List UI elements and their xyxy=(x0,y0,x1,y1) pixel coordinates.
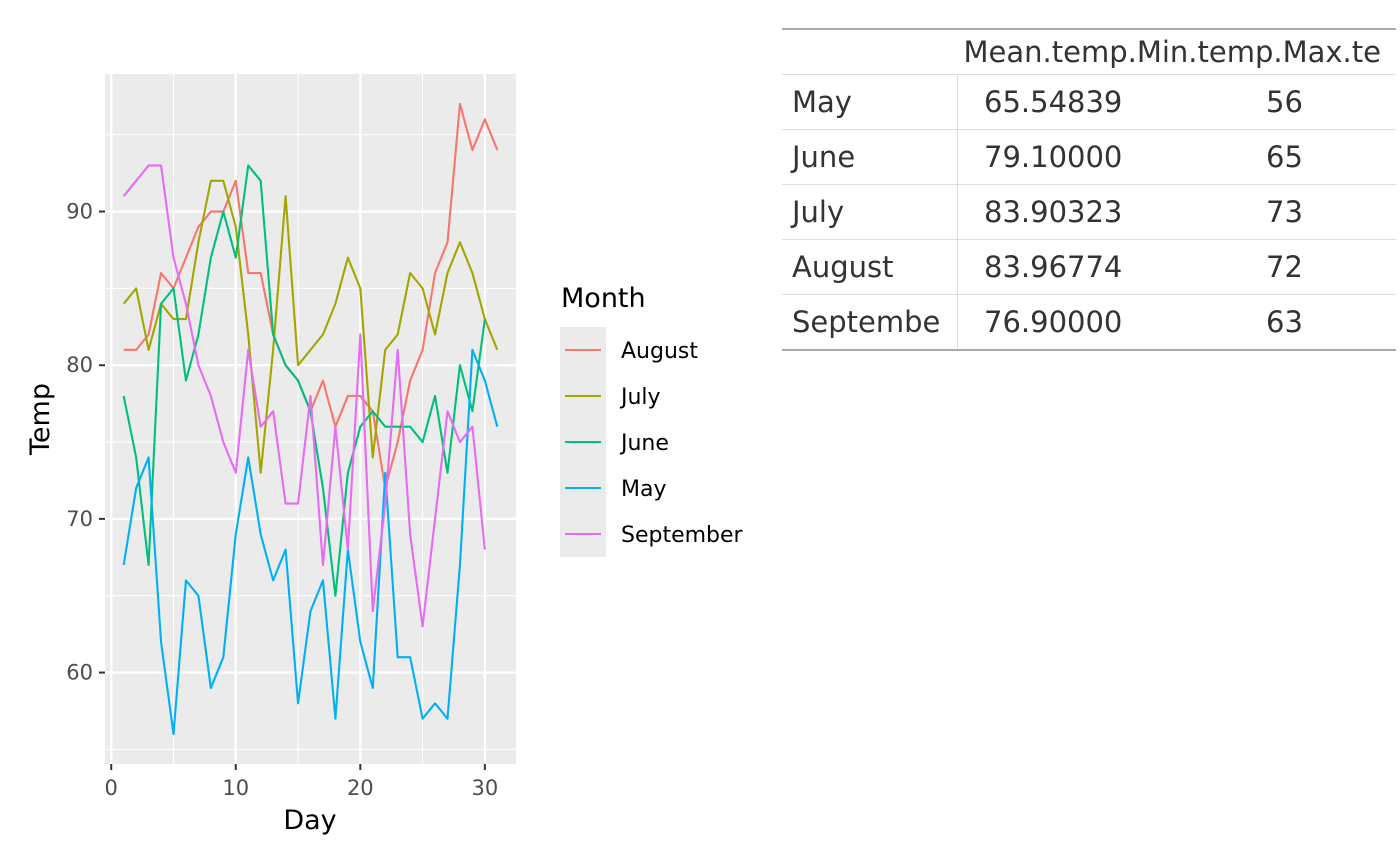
series-line-june xyxy=(122,164,486,597)
summary-table: Mean.temp.Min.temp.Max.te May 65.54839 56 J… xyxy=(782,28,1396,351)
table-cell: 63 xyxy=(1266,305,1303,339)
table-cell: 83.90323 xyxy=(984,195,1123,229)
x-axis: 0 10 20 30 xyxy=(105,764,498,800)
series-line-july xyxy=(122,179,499,474)
x-tick-label: 10 xyxy=(222,776,249,800)
y-axis-title: Temp xyxy=(25,383,56,456)
y-tick-label: 90 xyxy=(66,200,93,224)
legend-label: May xyxy=(621,477,666,502)
legend: August July June May September xyxy=(560,327,744,557)
line-chart: 0 10 20 30 60 70 80 90 Day Temp Month August Ju… xyxy=(25,74,744,836)
major-gridlines xyxy=(105,74,516,764)
y-tick-label: 60 xyxy=(66,661,93,685)
summary-table-container: Mean.temp.Min.temp.Max.te May 65.54839 56 J… xyxy=(782,28,1400,351)
table-cell: 76.90000 xyxy=(984,305,1123,339)
x-axis-title: Day xyxy=(283,805,336,836)
series-line-september xyxy=(122,164,486,628)
table-cell: 65 xyxy=(1266,140,1303,174)
y-tick-label: 70 xyxy=(66,507,93,531)
y-axis: 60 70 80 90 xyxy=(66,200,105,685)
table-cell: 83.96774 xyxy=(984,250,1123,284)
legend-label: July xyxy=(619,385,661,410)
series-line-may xyxy=(122,348,499,736)
x-tick-label: 30 xyxy=(471,776,498,800)
x-tick-label: 0 xyxy=(105,776,118,800)
table-row-name: Septembe xyxy=(782,294,958,350)
legend-label: September xyxy=(621,523,744,548)
table-cell: 56 xyxy=(1266,85,1303,119)
table-row: Septembe 76.90000 63 xyxy=(782,294,1396,350)
table-cell: 79.10000 xyxy=(984,140,1123,174)
x-tick-label: 20 xyxy=(347,776,374,800)
table-row-name: May xyxy=(782,74,958,130)
table-row-name: June xyxy=(782,129,958,185)
minor-gridlines xyxy=(105,74,516,764)
legend-label: August xyxy=(621,339,698,364)
table-row-name: July xyxy=(782,184,958,240)
table-cell: 73 xyxy=(1266,195,1303,229)
table-row: August 83.96774 72 xyxy=(782,239,1396,295)
table-header-row: Mean.temp.Min.temp.Max.te xyxy=(782,29,1396,75)
table-column-headers: Mean.temp.Min.temp.Max.te xyxy=(963,35,1381,69)
table-row: June 79.10000 65 xyxy=(782,129,1396,185)
table-row: July 83.90323 73 xyxy=(782,184,1396,240)
legend-title: Month xyxy=(561,283,646,314)
table-row-name: August xyxy=(782,239,958,295)
y-tick-label: 80 xyxy=(66,353,93,377)
table-cell: 65.54839 xyxy=(984,85,1123,119)
table-cell: 72 xyxy=(1266,250,1303,284)
legend-label: June xyxy=(619,431,669,456)
table-corner-cell xyxy=(782,29,958,75)
series-lines xyxy=(122,102,499,736)
table-row: May 65.54839 56 xyxy=(782,74,1396,130)
